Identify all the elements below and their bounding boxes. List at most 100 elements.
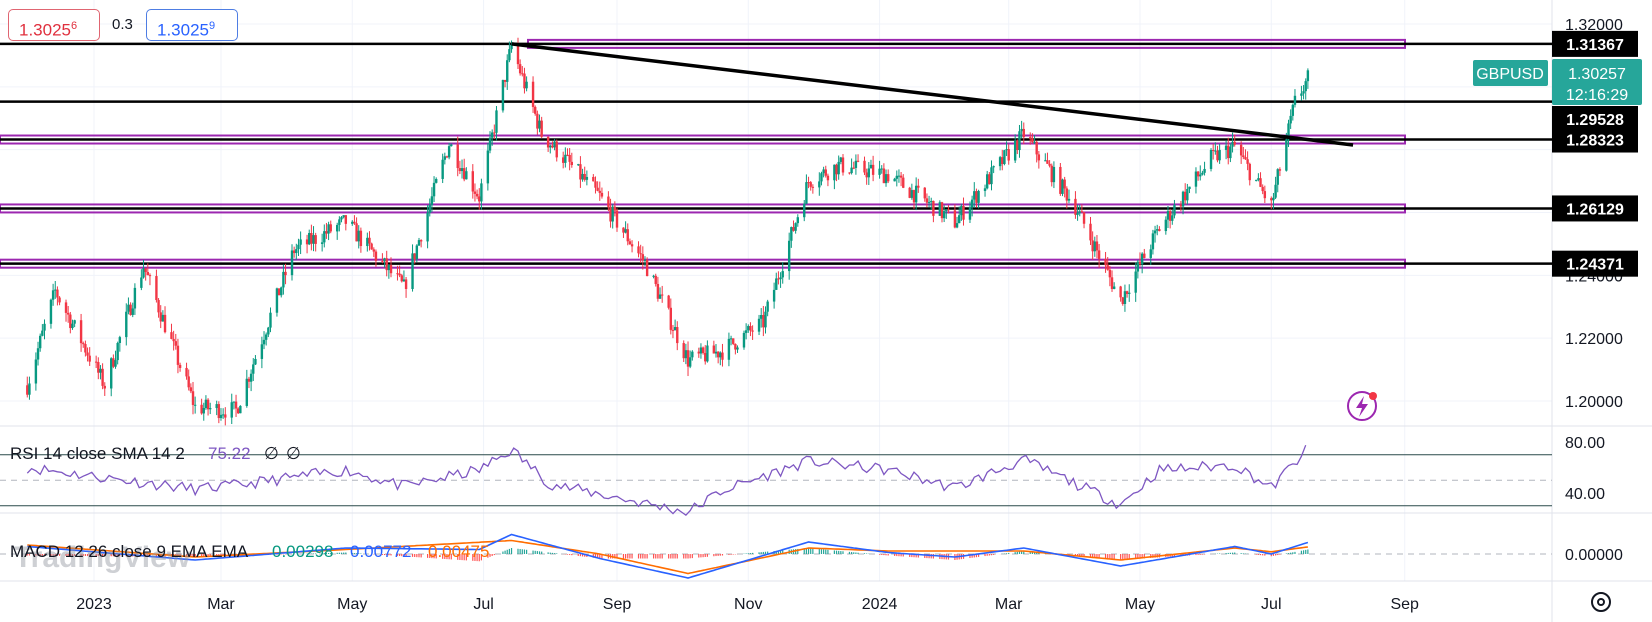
candle-body <box>129 304 132 315</box>
candle-body <box>94 361 98 363</box>
candle-body <box>1209 150 1213 169</box>
price-axis-label: 1.32000 <box>1565 17 1623 34</box>
candle-body <box>295 249 298 254</box>
candle-body <box>1091 240 1094 252</box>
candle-body <box>1046 160 1049 164</box>
candle-body <box>34 359 38 384</box>
candle-body <box>766 301 769 312</box>
flash-icon[interactable] <box>1347 391 1377 421</box>
candle-body <box>676 327 679 344</box>
candle-body <box>383 258 386 262</box>
candle-body <box>206 399 210 410</box>
candle-body <box>51 290 55 300</box>
settings-icon[interactable] <box>1591 592 1611 612</box>
candle-body <box>402 279 406 282</box>
candle-body <box>385 258 388 271</box>
trendline-line <box>511 42 1354 147</box>
candle-body <box>1300 93 1303 96</box>
bar-countdown-label: 12:16:29 <box>1566 87 1628 104</box>
candle-body <box>374 251 378 261</box>
candle-body <box>579 164 582 180</box>
candle-body <box>308 232 311 245</box>
candle-body <box>796 217 799 224</box>
candle-body <box>299 239 302 245</box>
symbol-tag <box>1473 60 1548 86</box>
candle-body <box>441 159 444 179</box>
candle-body <box>736 347 739 350</box>
candle-body <box>1136 261 1140 272</box>
candle-body <box>583 173 586 180</box>
candle-body <box>822 169 825 174</box>
candle-body <box>953 210 957 228</box>
candle-body <box>191 391 195 405</box>
candle-body <box>787 240 791 272</box>
candle-body <box>970 199 974 208</box>
candle-body <box>566 154 569 156</box>
candle-body <box>531 81 535 107</box>
candle-body <box>654 275 657 284</box>
candle-body <box>706 345 709 362</box>
candle-body <box>26 385 29 395</box>
candle-body <box>1218 149 1221 161</box>
candle-body <box>325 231 328 234</box>
candle-body <box>1183 191 1187 201</box>
candle-body <box>667 295 670 308</box>
candle-body <box>839 157 843 162</box>
macd-line <box>27 533 1309 579</box>
candle-body <box>1089 223 1092 241</box>
candle-body <box>127 304 130 312</box>
candle-body <box>1112 286 1116 289</box>
candle-body <box>669 307 673 330</box>
candle-body <box>688 357 692 367</box>
candle-body <box>172 338 175 342</box>
candle-body <box>1261 186 1264 192</box>
candle-body <box>215 404 218 409</box>
candle-body <box>622 227 625 233</box>
candle-body <box>1306 70 1310 82</box>
candle-body <box>704 353 707 362</box>
ask-price: 1.3025 <box>157 20 209 40</box>
candle-body <box>480 183 483 202</box>
candle-body <box>86 352 89 356</box>
candle-body <box>701 347 705 354</box>
candle-body <box>1003 150 1006 165</box>
candle-body <box>553 141 556 148</box>
candle-body <box>865 172 868 178</box>
candle-body <box>570 161 574 166</box>
macd-signal-line <box>27 539 1308 575</box>
candle-body <box>727 338 731 360</box>
candle-body <box>1244 157 1247 160</box>
candle-body <box>185 367 188 377</box>
candle-body <box>525 81 528 89</box>
candle-body <box>1031 138 1034 143</box>
candle-body <box>323 231 326 243</box>
candle-body <box>1007 149 1010 161</box>
ask-price-box[interactable]: 1.30259 <box>146 9 238 41</box>
candle-body <box>1138 261 1142 265</box>
candle-body <box>234 401 238 409</box>
candle-body <box>1020 128 1023 132</box>
candle-body <box>551 145 554 148</box>
axes: 2023 Mar May Jul Sep Nov 2024 Mar May Jul Sep 1.200… <box>76 17 1623 613</box>
candle-body <box>501 80 505 111</box>
candle-body <box>658 294 662 299</box>
candle-body <box>742 332 746 348</box>
candle-body <box>942 211 946 219</box>
candle-body <box>820 173 823 182</box>
candle-body <box>615 210 619 228</box>
candle-body <box>445 156 449 158</box>
candle-body <box>1257 178 1260 180</box>
candle-body <box>1016 140 1019 151</box>
bid-price-box[interactable]: 1.30256 <box>8 9 100 41</box>
candle-body <box>854 160 858 168</box>
candle-body <box>435 178 438 183</box>
candle-body <box>577 164 580 166</box>
candle-body <box>732 338 735 344</box>
candle-body <box>1001 157 1004 165</box>
candle-body <box>1125 291 1129 294</box>
candle-body <box>592 176 595 182</box>
candle-body <box>613 206 617 211</box>
candle-body <box>518 64 522 74</box>
candle-body <box>411 253 414 289</box>
